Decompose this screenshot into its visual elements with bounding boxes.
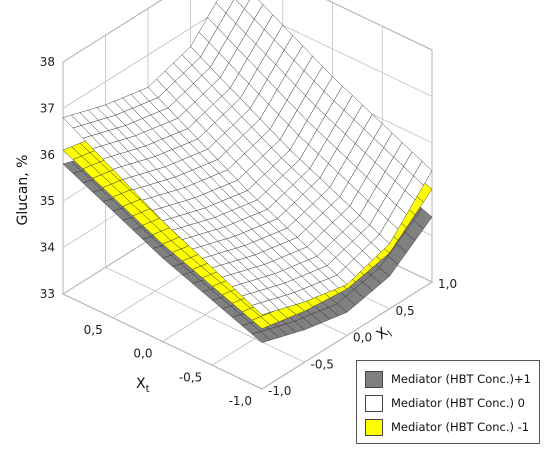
x1-axis-label: Xt [136, 376, 150, 395]
z-tick-label: 37 [40, 101, 55, 115]
z-tick-label: 33 [40, 287, 55, 301]
legend-swatch [365, 370, 383, 388]
surface-cell [251, 316, 271, 329]
x1-tick-label: -0,5 [179, 370, 202, 384]
z-tick-label: 34 [40, 241, 55, 255]
x2-tick-label: 0,5 [396, 304, 415, 318]
chart-surfaces [62, 0, 433, 343]
surface-cell [251, 331, 271, 343]
legend-item: Mediator (HBT Conc.) 0 [365, 391, 531, 415]
chart-legend: Mediator (HBT Conc.)+1 Mediator (HBT Con… [356, 360, 540, 444]
x1-axis-ticks: 0,5 0,0 -0,5 -1,0 [84, 323, 252, 408]
surface-cell [251, 302, 271, 316]
x1-tick-label: 0,5 [84, 323, 103, 337]
x2-axis-label: Xl [374, 323, 395, 346]
legend-swatch [365, 418, 383, 436]
x2-tick-label: 0,0 [353, 331, 372, 345]
z-tick-label: 38 [40, 55, 55, 69]
legend-swatch [365, 394, 383, 412]
x2-tick-label: 1,0 [438, 277, 457, 291]
z-axis-ticks: 33 34 35 36 37 38 [40, 55, 55, 301]
legend-item: Mediator (HBT Conc.) -1 [365, 415, 531, 439]
surface-1 [62, 0, 433, 316]
legend-label: Mediator (HBT Conc.)+1 [391, 372, 531, 386]
z-tick-label: 36 [40, 148, 55, 162]
x2-tick-label: -0,5 [311, 357, 334, 371]
legend-item: Mediator (HBT Conc.)+1 [365, 367, 531, 391]
x1-tick-label: 0,0 [133, 347, 152, 361]
legend-label: Mediator (HBT Conc.) -1 [391, 420, 530, 434]
z-axis-label: Glucan, % [15, 155, 31, 226]
x1-tick-label: -1,0 [229, 394, 252, 408]
x2-tick-label: -1,0 [268, 384, 291, 398]
x2-axis-ticks: 1,0 0,5 0,0 -0,5 -1,0 [268, 277, 457, 398]
z-tick-label: 35 [40, 194, 55, 208]
legend-label: Mediator (HBT Conc.) 0 [391, 396, 525, 410]
